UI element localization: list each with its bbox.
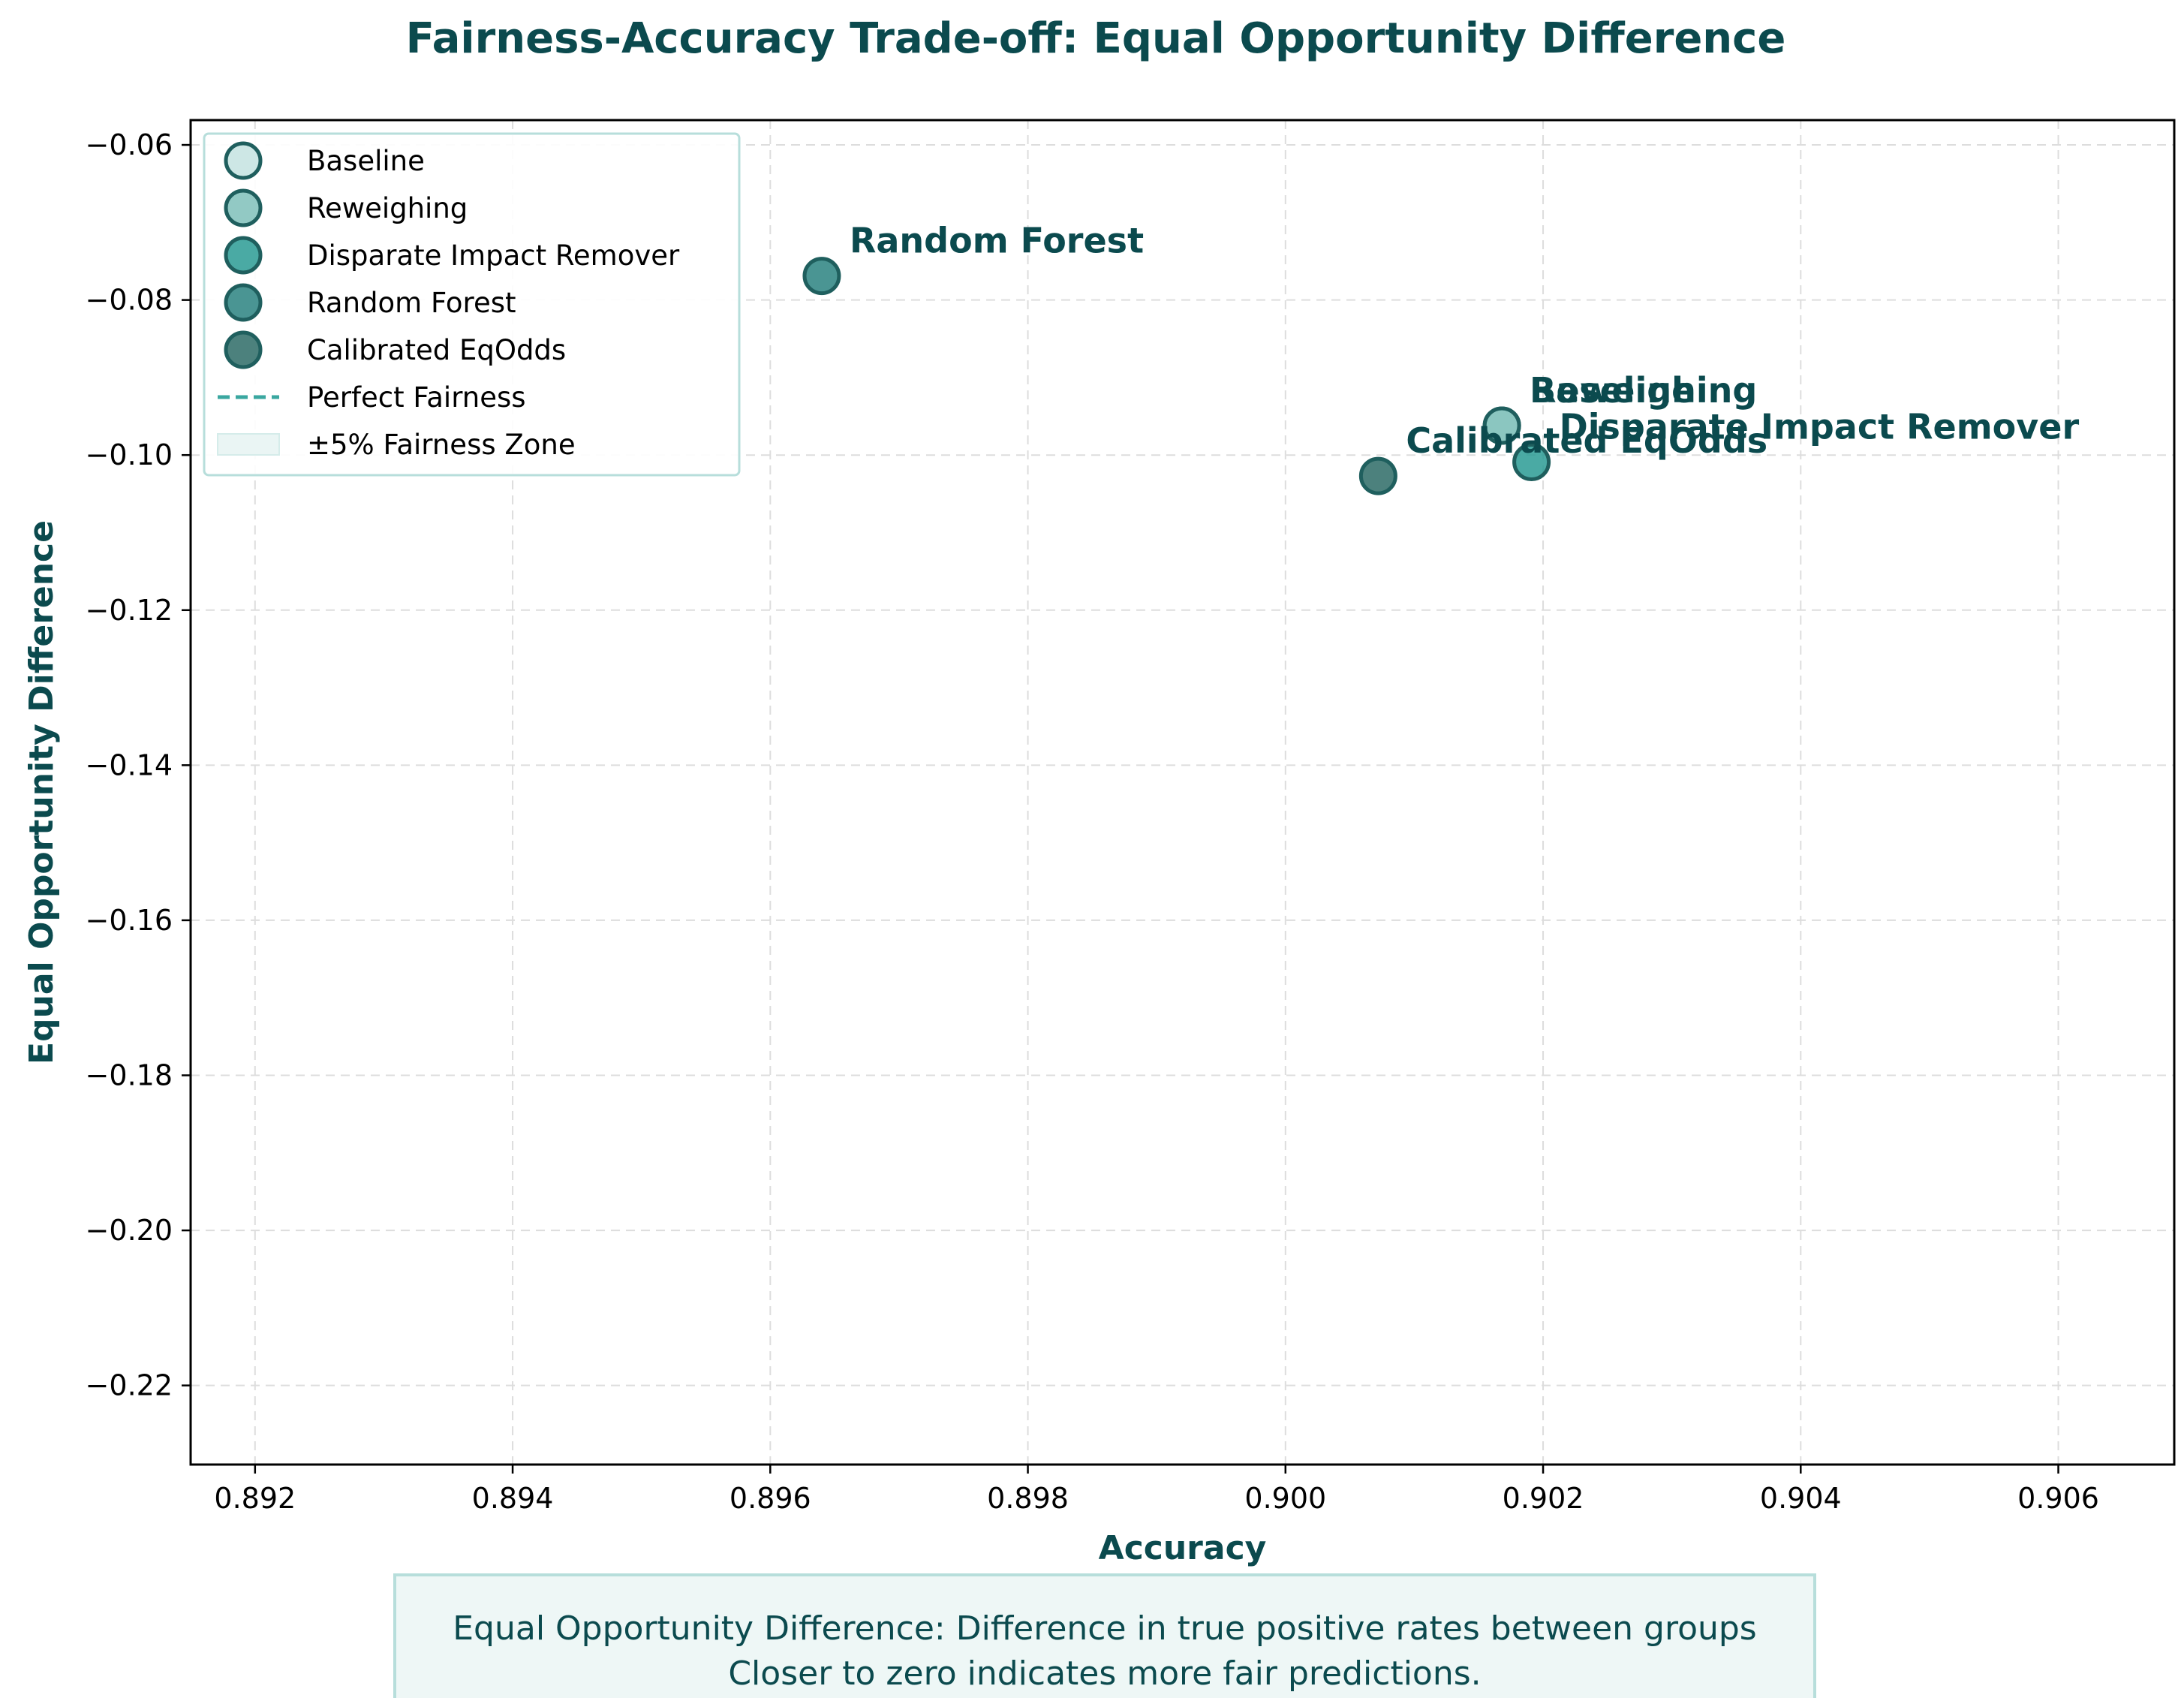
data-points bbox=[802, 257, 1551, 495]
y-tick-label: −0.14 bbox=[86, 748, 173, 781]
x-tick-label: 0.902 bbox=[1503, 1482, 1584, 1515]
x-tick-label: 0.898 bbox=[987, 1482, 1069, 1515]
caption-line-1: Equal Opportunity Difference: Difference… bbox=[453, 1609, 1757, 1648]
x-axis-ticks: 0.892 0.894 0.896 0.898 0.900 0.902 0.904 0.906 bbox=[214, 1465, 2099, 1515]
y-tick-label: −0.20 bbox=[86, 1214, 173, 1247]
legend-box bbox=[203, 132, 741, 477]
chart-title: Fairness-Accuracy Trade-off: Equal Oppor… bbox=[406, 14, 1786, 63]
legend-label: Disparate Impact Remover bbox=[307, 239, 680, 272]
point-label: Random Forest bbox=[850, 221, 1144, 261]
x-tick-label: 0.904 bbox=[1760, 1482, 1842, 1515]
legend-label: ±5% Fairness Zone bbox=[307, 429, 576, 461]
y-tick-label: −0.06 bbox=[86, 128, 173, 161]
legend: Baseline Reweighing Disparate Impact Remov… bbox=[203, 132, 741, 477]
y-axis-label: Equal Opportunity Difference bbox=[23, 520, 61, 1064]
data-point bbox=[1482, 406, 1521, 445]
data-point bbox=[802, 257, 841, 296]
x-tick-label: 0.906 bbox=[2017, 1482, 2099, 1515]
x-tick-label: 0.894 bbox=[472, 1482, 554, 1515]
y-tick-label: −0.22 bbox=[86, 1369, 173, 1402]
legend-marker bbox=[224, 236, 263, 275]
x-tick-label: 0.892 bbox=[214, 1482, 296, 1515]
caption-box: Equal Opportunity Difference: Difference… bbox=[393, 1573, 1816, 1698]
legend-patch bbox=[217, 433, 280, 456]
y-axis-ticks: −0.06 −0.08 −0.10 −0.12 −0.14 −0.16 −0.18 −0.20… bbox=[86, 128, 191, 1402]
y-tick-label: −0.12 bbox=[86, 594, 173, 627]
x-axis-label: Accuracy bbox=[1099, 1529, 1267, 1567]
point-label: Reweighing bbox=[1530, 370, 1757, 411]
point-label: Disparate Impact Remover bbox=[1560, 406, 2080, 447]
y-tick-label: −0.10 bbox=[86, 438, 173, 471]
legend-label: Random Forest bbox=[307, 287, 516, 319]
caption-line-2: Closer to zero indicates more fair predi… bbox=[728, 1654, 1482, 1693]
plot-frame bbox=[189, 119, 2176, 1466]
legend-label: Perfect Fairness bbox=[307, 381, 526, 414]
legend-label: Reweighing bbox=[307, 192, 468, 224]
point-label: Baseline bbox=[1530, 370, 1695, 411]
legend-marker bbox=[224, 330, 263, 369]
x-tick-label: 0.896 bbox=[730, 1482, 811, 1515]
legend-label: Baseline bbox=[307, 145, 425, 177]
data-point bbox=[1512, 442, 1551, 481]
legend-label: Calibrated EqOdds bbox=[307, 334, 566, 366]
point-label: Calibrated EqOdds bbox=[1406, 420, 1767, 461]
legend-marker bbox=[224, 188, 263, 227]
y-tick-label: −0.18 bbox=[86, 1058, 173, 1091]
legend-marker bbox=[224, 283, 263, 322]
y-tick-label: −0.16 bbox=[86, 904, 173, 937]
x-tick-label: 0.900 bbox=[1244, 1482, 1326, 1515]
data-point bbox=[1358, 456, 1397, 495]
legend-marker bbox=[224, 141, 263, 180]
y-tick-label: −0.08 bbox=[86, 284, 173, 317]
